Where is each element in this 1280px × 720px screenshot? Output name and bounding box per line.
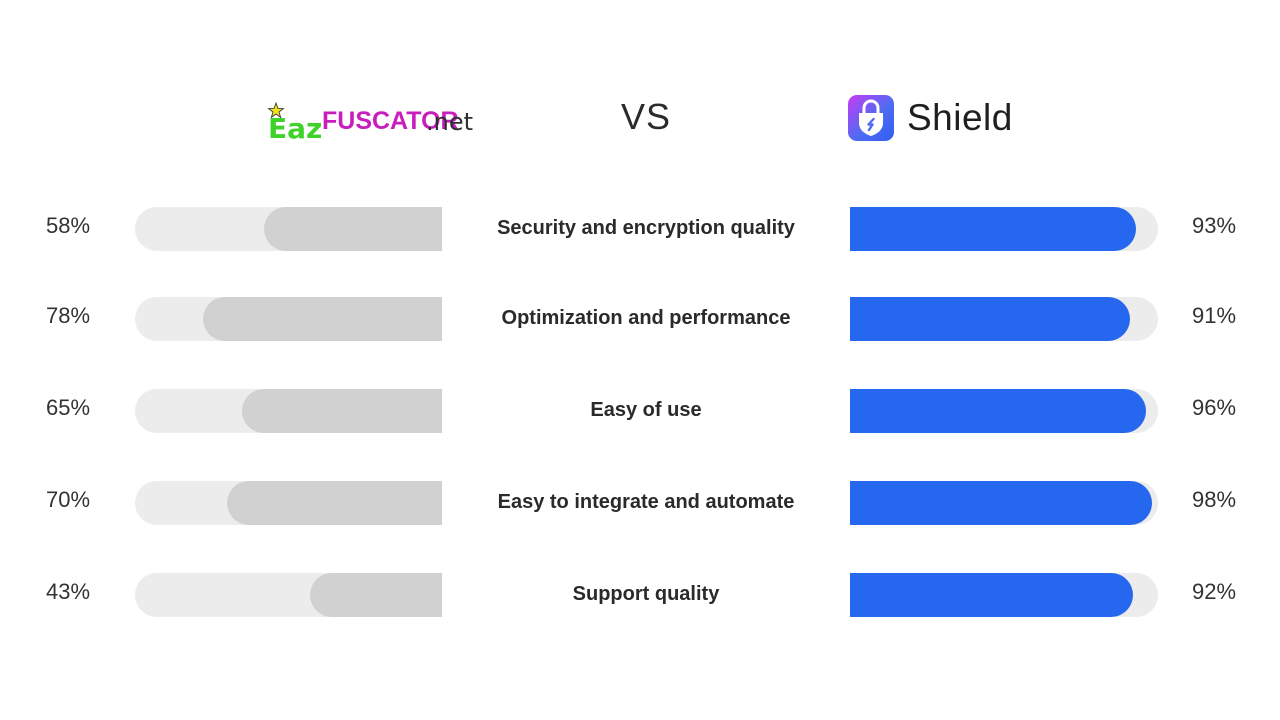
logo-text-net: .net	[426, 108, 473, 136]
right-bar	[850, 207, 1136, 251]
left-value-label: 58%	[45, 213, 91, 238]
right-bar	[850, 573, 1133, 617]
right-bar	[850, 481, 1152, 525]
left-bar-track	[135, 207, 442, 251]
left-bar-track	[135, 481, 442, 525]
star-icon	[267, 101, 285, 119]
criterion-label: Easy of use	[590, 399, 702, 421]
criterion-label: Support quality	[572, 583, 720, 605]
right-value-label: 96%	[1191, 395, 1237, 420]
criterion-label: Security and encryption quality	[497, 217, 795, 239]
right-bar-track	[850, 297, 1158, 341]
left-value-label: 70%	[45, 487, 91, 512]
right-value-label: 93%	[1191, 213, 1237, 238]
left-value-label: 43%	[45, 579, 91, 604]
comparison-row: 65% Easy of use 96%	[0, 389, 1280, 433]
left-value-label: 65%	[45, 395, 91, 420]
shield-logo: Shield	[848, 95, 1013, 141]
right-value-label: 92%	[1191, 579, 1237, 604]
left-bar	[227, 481, 442, 525]
left-bar	[264, 207, 442, 251]
comparison-row: 78% Optimization and performance 91%	[0, 297, 1280, 341]
left-bar	[310, 573, 442, 617]
shield-lock-icon	[848, 95, 894, 141]
left-bar-track	[135, 389, 442, 433]
left-bar	[242, 389, 442, 433]
right-bar-track	[850, 573, 1158, 617]
vs-label: VS	[620, 96, 672, 137]
right-bar-track	[850, 389, 1158, 433]
left-value-label: 78%	[45, 303, 91, 328]
right-value-label: 91%	[1191, 303, 1237, 328]
right-bar	[850, 389, 1146, 433]
comparison-row: 58% Security and encryption quality 93%	[0, 207, 1280, 251]
eazfuscator-logo: Eaz FUSCATOR .net	[267, 101, 473, 145]
right-bar-track	[850, 207, 1158, 251]
criterion-label: Optimization and performance	[501, 307, 791, 329]
left-bar-track	[135, 573, 442, 617]
right-bar	[850, 297, 1130, 341]
shield-brand-name: Shield	[907, 97, 1013, 138]
comparison-row: 70% Easy to integrate and automate 98%	[0, 481, 1280, 525]
criterion-label: Easy to integrate and automate	[497, 491, 795, 513]
logo-text-eaz: Eaz	[268, 112, 322, 145]
right-bar-track	[850, 481, 1158, 525]
comparison-row: 43% Support quality 92%	[0, 573, 1280, 617]
right-value-label: 98%	[1191, 487, 1237, 512]
left-bar-track	[135, 297, 442, 341]
left-bar	[203, 297, 442, 341]
logo-text-fuscator: FUSCATOR	[322, 107, 459, 135]
